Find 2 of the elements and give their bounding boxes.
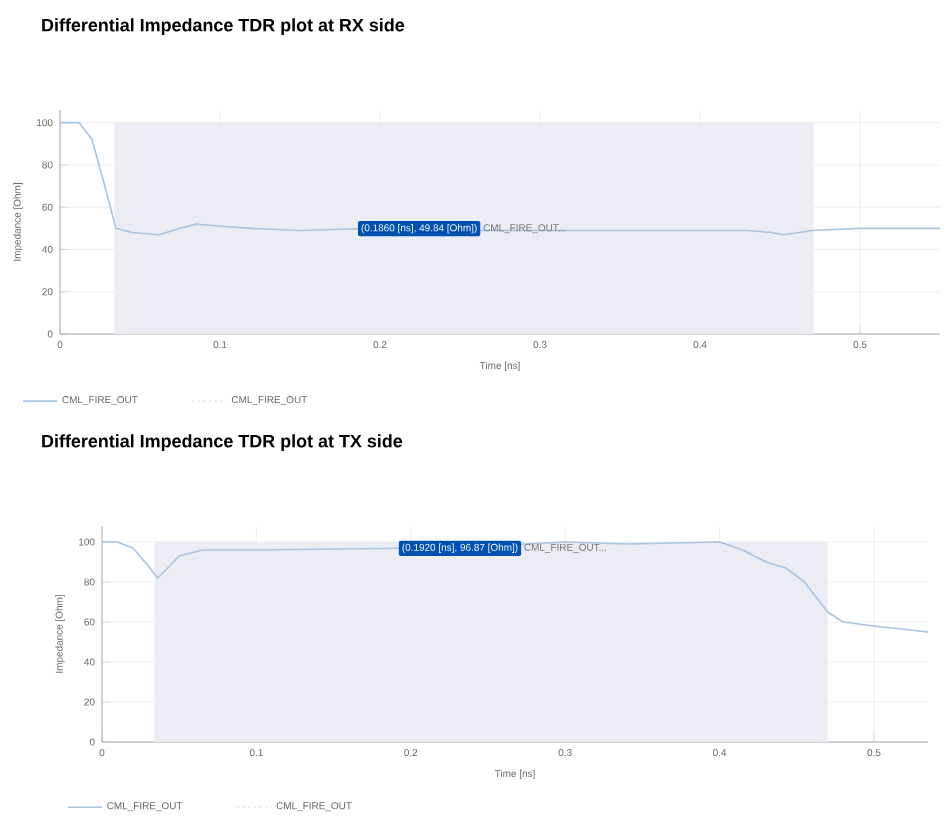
chart-title: Differential Impedance TDR plot at TX side [42, 434, 403, 451]
chart-title: Differential Impedance TDR plot at RX side [42, 18, 405, 35]
